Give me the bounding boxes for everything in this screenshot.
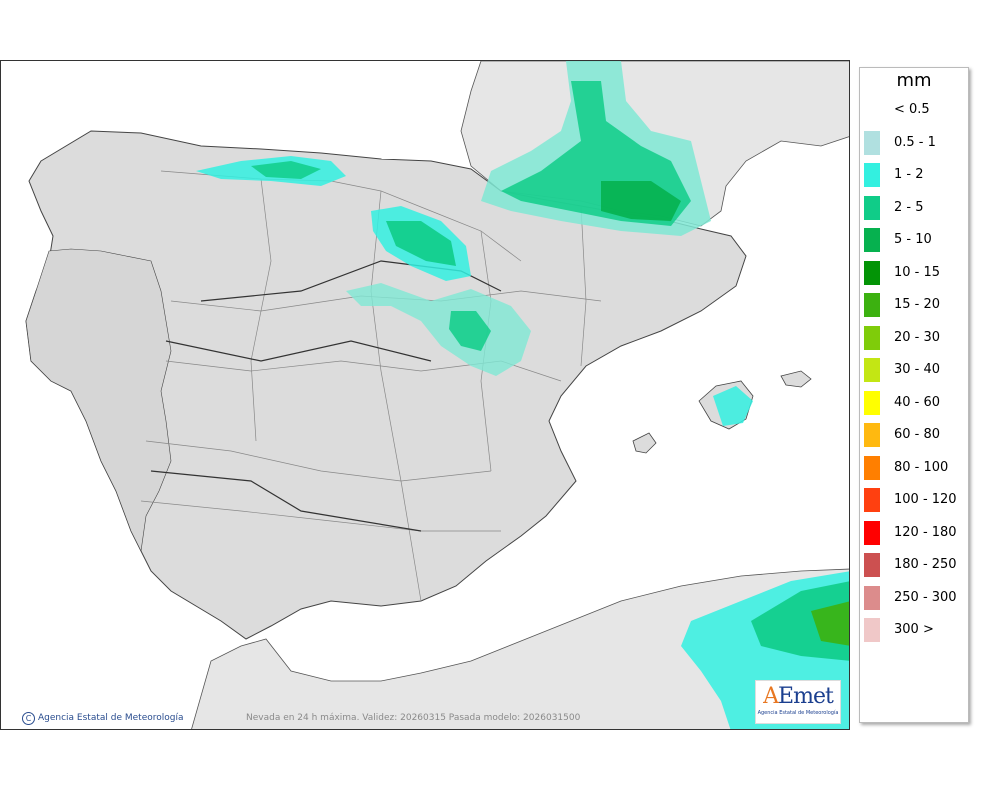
- legend-label: 100 - 120: [894, 492, 957, 507]
- legend-swatch: [864, 195, 880, 220]
- legend-swatch: [864, 390, 880, 415]
- logo-mark-a: A: [763, 684, 779, 709]
- legend-item: 10 - 15: [864, 260, 964, 285]
- snow-iberico-core: [386, 221, 456, 266]
- snow-africa-core: [811, 601, 849, 646]
- legend-label: < 0.5: [894, 102, 930, 117]
- legend-item: 0.5 - 1: [864, 130, 964, 155]
- legend-item: 5 - 10: [864, 228, 964, 252]
- aemet-logo: AEmet Agencia Estatal de Meteorología: [755, 680, 841, 724]
- snow-cantabria-core: [251, 161, 321, 179]
- legend-swatch: [864, 228, 880, 252]
- legend-swatch: [864, 423, 880, 447]
- legend-label: 20 - 30: [894, 329, 941, 345]
- legend-unit: mm: [896, 70, 932, 91]
- legend-item: 80 - 100: [864, 455, 964, 480]
- snow-central: [346, 283, 531, 376]
- legend-item: 40 - 60: [864, 390, 964, 415]
- legend: mm < 0.5 0.5 - 1 1 - 2 2 - 5 5 - 10 10 - 15 15…: [859, 67, 969, 723]
- snow-pyrenees-core: [601, 181, 681, 221]
- legend-label: 30 - 40: [894, 362, 941, 377]
- island-ibiza: [632, 432, 657, 454]
- legend-swatch: [864, 163, 880, 187]
- map-credit: C Agencia Estatal de Meteorología: [22, 712, 184, 725]
- logo-mark-rest: Emet: [778, 684, 834, 709]
- island-menorca: [780, 370, 812, 388]
- legend-label: 10 - 15: [894, 264, 941, 280]
- legend-label: 80 - 100: [894, 459, 949, 475]
- legend-item: 100 - 120: [864, 488, 964, 512]
- legend-item: 300 >: [864, 618, 964, 642]
- logo-subtitle: Agencia Estatal de Meteorología: [757, 710, 839, 716]
- map-area[interactable]: [0, 60, 850, 730]
- legend-item: 20 - 30: [864, 325, 964, 350]
- snow-central-core: [449, 311, 491, 351]
- credit-text: Agencia Estatal de Meteorología: [38, 713, 184, 723]
- legend-swatch: [864, 358, 880, 382]
- legend-label: 60 - 80: [894, 427, 941, 442]
- legend-swatch: [864, 585, 880, 610]
- legend-item: 60 - 80: [864, 423, 964, 447]
- snow-mallorca: [713, 386, 753, 426]
- land-portugal: [25, 248, 172, 552]
- legend-label: 0.5 - 1: [894, 134, 936, 150]
- legend-item: < 0.5: [864, 98, 964, 122]
- legend-swatch: [864, 98, 880, 122]
- legend-item: 30 - 40: [864, 358, 964, 382]
- legend-label: 40 - 60: [894, 394, 941, 410]
- legend-item: 180 - 250: [864, 553, 964, 577]
- legend-label: 180 - 250: [894, 557, 957, 572]
- copyright-icon: C: [22, 712, 35, 725]
- legend-label: 5 - 10: [894, 232, 932, 247]
- legend-swatch: [864, 488, 880, 512]
- validity-text: Nevada en 24 h máxima. Validez: 20260315…: [246, 713, 581, 723]
- legend-swatch: [864, 520, 880, 545]
- legend-swatch: [864, 618, 880, 642]
- legend-label: 120 - 180: [894, 524, 957, 540]
- legend-swatch: [864, 325, 880, 350]
- legend-item: 1 - 2: [864, 163, 964, 187]
- legend-swatch: [864, 130, 880, 155]
- legend-swatch: [864, 260, 880, 285]
- legend-item: 2 - 5: [864, 195, 964, 220]
- region-borders-strong: [150, 260, 502, 532]
- legend-label: 2 - 5: [894, 199, 924, 215]
- legend-item: 15 - 20: [864, 293, 964, 317]
- legend-label: 1 - 2: [894, 167, 924, 182]
- map-canvas: [1, 61, 849, 729]
- legend-label: 250 - 300: [894, 589, 957, 605]
- legend-label: 300 >: [894, 622, 934, 637]
- legend-swatch: [864, 553, 880, 577]
- snow-shading: [196, 61, 849, 729]
- legend-label: 15 - 20: [894, 297, 941, 312]
- legend-item: 250 - 300: [864, 585, 964, 610]
- legend-item: 120 - 180: [864, 520, 964, 545]
- land-africa: [191, 568, 849, 729]
- legend-swatch: [864, 455, 880, 480]
- legend-swatch: [864, 293, 880, 317]
